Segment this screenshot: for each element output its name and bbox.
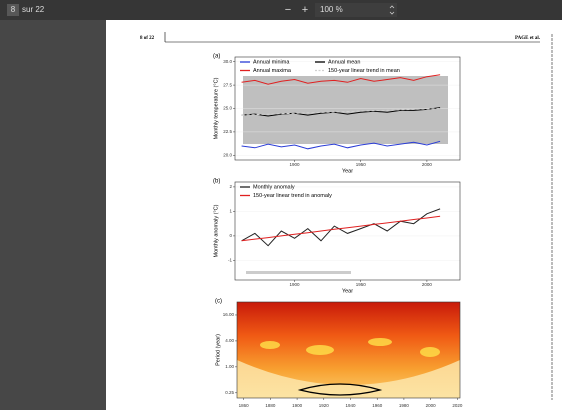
series-line [241,140,441,150]
legend-label: Annual maxima [253,68,292,74]
x-tick-label: 2000 [422,162,433,167]
y-axis-label: Period (year) [215,334,221,366]
plot-frame [234,181,461,281]
y-tick-label: 1 [229,209,232,214]
x-tick-label: 2020 [452,403,463,408]
x-tick-label: 1900 [290,162,301,167]
y-tick-label: -1 [228,258,232,263]
y-tick-label: 0 [229,233,232,238]
y-tick-label: 22.5 [223,129,232,134]
page-input[interactable] [7,4,19,16]
series-line [241,215,441,242]
x-tick-label: 1920 [319,403,330,408]
x-tick-label: 1900 [292,403,303,408]
page-header-right: PAGE et al. [515,36,541,41]
y-tick-label: 0.25 [225,390,234,395]
y-tick-label: 30.0 [223,59,232,64]
x-tick-label: 1950 [356,282,367,287]
series-line [241,208,441,247]
y-axis-label: Monthly anomaly (°C) [213,204,219,257]
x-tick-label: 1880 [265,403,276,408]
legend-label: Monthly anomaly [253,184,295,190]
legend-label: Annual mean [328,59,360,65]
zoom-out[interactable]: − [285,4,291,16]
panel-label: (c) [215,299,222,305]
page-count: sur 22 [22,5,45,14]
x-axis-label: Year [342,168,353,174]
x-tick-label: 1860 [239,403,250,408]
panel-label: (b) [213,179,220,185]
legend-label: 150-year linear trend in mean [328,68,400,74]
x-tick-label: 2000 [422,282,433,287]
zoom-select[interactable] [315,3,397,17]
x-tick-label: 1960 [372,403,383,408]
y-tick-label: 1.00 [225,364,234,369]
y-tick-label: 16.00 [223,312,235,317]
y-axis-label: Monthly temperature (°C) [213,77,219,139]
x-tick-label: 1950 [356,162,367,167]
plot-frame [234,56,461,161]
cone-of-influence [237,360,460,398]
zoom-in[interactable]: + [302,4,308,16]
x-tick-label: 1900 [290,282,301,287]
x-tick-label: 1980 [399,403,410,408]
series-line [241,108,441,116]
page-number[interactable]: 8 [11,5,16,14]
significance-contour [297,383,383,396]
x-tick-label: 2000 [426,403,437,408]
y-tick-label: 27.5 [223,82,232,87]
y-tick-label: 4.00 [225,338,234,343]
panel-label: (a) [213,54,220,60]
legend-label: Annual minima [253,59,290,65]
reference-window [246,271,351,274]
series-line [241,107,441,117]
page-header-left: 8 of 22 [140,36,155,41]
x-axis-label: Year [342,288,353,294]
legend-label: 150-year linear trend in anomaly [253,193,332,199]
wavelet-blobs [260,338,440,357]
dropdown-arrow[interactable] [389,5,395,15]
y-tick-label: 2 [229,184,232,189]
toolbar [0,0,562,20]
plot-frame [236,301,461,399]
zoom-level[interactable]: 100 % [320,5,343,14]
x-tick-label: 1940 [345,403,356,408]
y-tick-label: 25.0 [223,106,232,111]
series-line [241,74,441,85]
y-tick-label: 20.0 [223,153,232,158]
